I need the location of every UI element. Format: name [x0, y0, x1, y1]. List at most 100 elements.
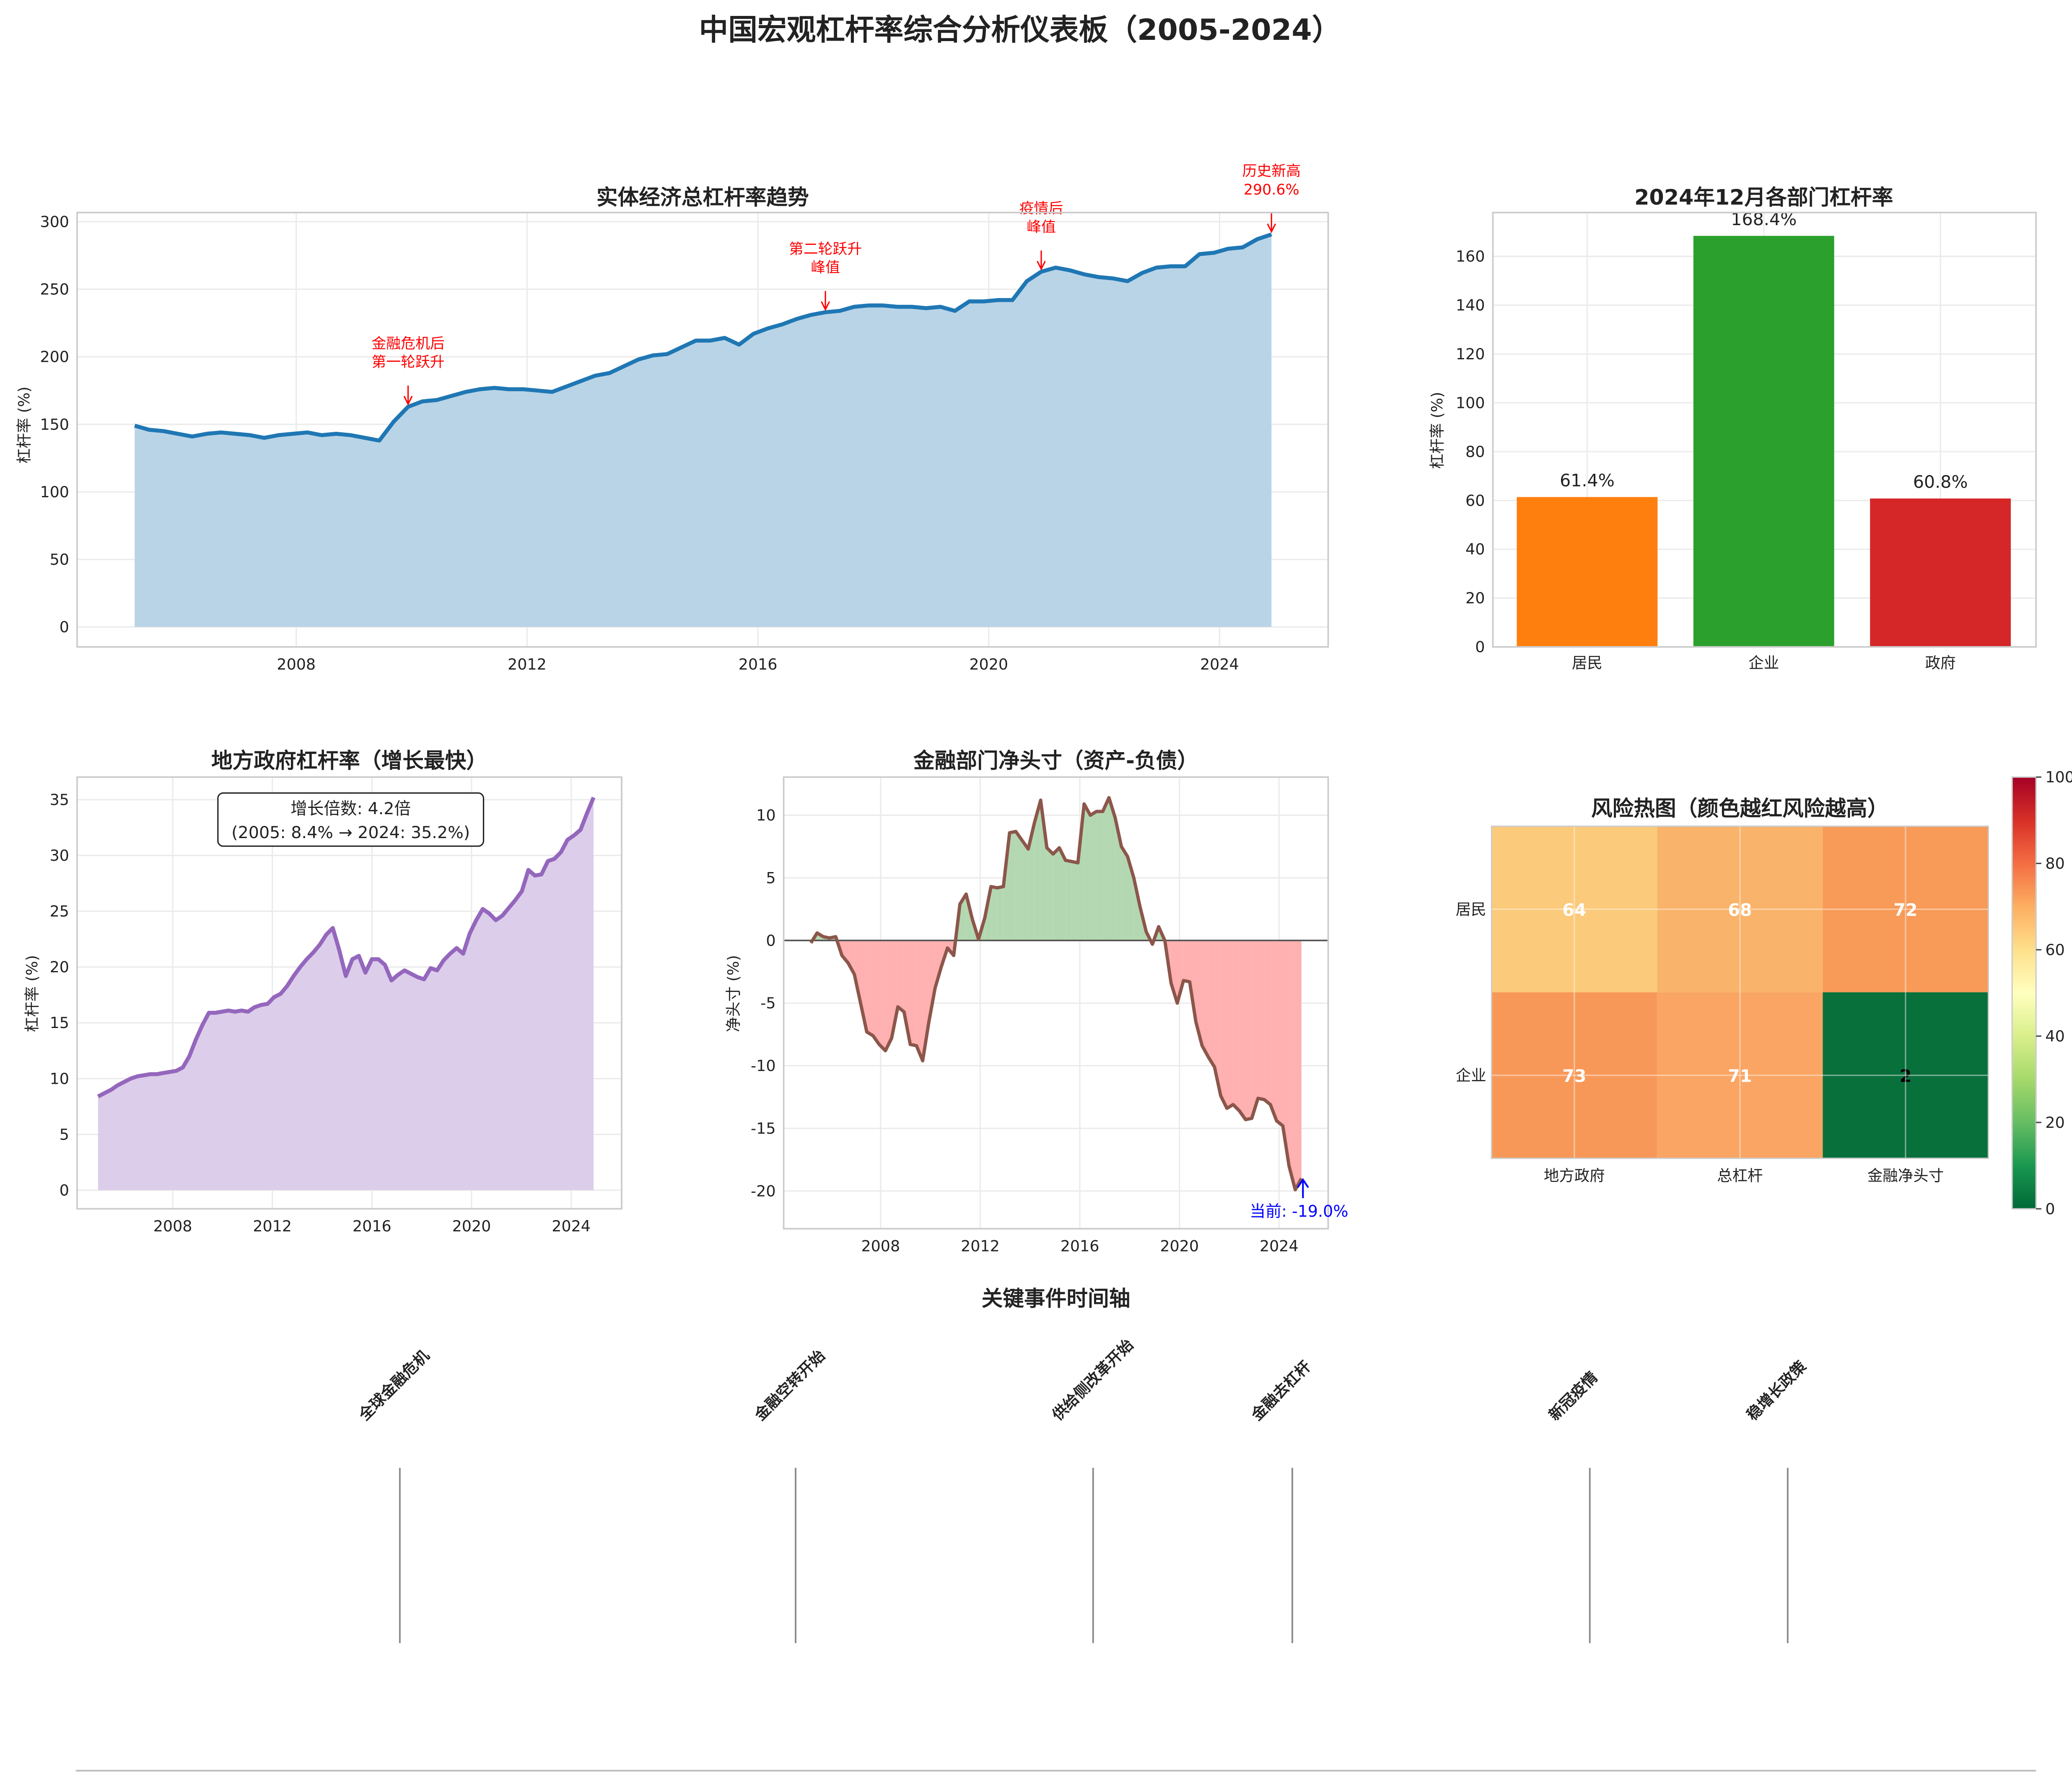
- bar-ytick-label: 100: [1456, 394, 1485, 412]
- net-position-axes-frame: [783, 776, 1329, 1230]
- net-positive-fill: [997, 886, 1004, 941]
- net-position-ylabel: 净头寸 (%): [724, 955, 742, 1032]
- total-xtick-label: 2020: [969, 655, 1008, 673]
- colorbar: [2011, 776, 2037, 1210]
- net-negative-fill: [1221, 940, 1227, 1109]
- net-negative-fill: [848, 940, 855, 974]
- net-ytick-label: 5: [766, 869, 775, 887]
- total-annotation-text: 疫情后: [1019, 200, 1063, 217]
- total-annotation-arrow: [1037, 250, 1046, 271]
- net-position-chart: 金融部门净头寸（资产-负债） 2008 2012 2016 2020 2024 -20 -1…: [724, 748, 1348, 1255]
- timeline-event-label: 金融空转开始: [751, 1347, 829, 1425]
- local-xtick-label: 2012: [253, 1217, 292, 1235]
- total-ytick-label: 250: [40, 280, 69, 299]
- colorbar-tick-label: 100: [2045, 768, 2072, 786]
- net-negative-fill: [1214, 940, 1221, 1096]
- net-positive-fill: [1059, 848, 1066, 941]
- colorbar-tick-label: 80: [2045, 854, 2064, 872]
- total-annotation-text: 第二轮跃升: [789, 241, 862, 257]
- heatmap-cell-value: 64: [1562, 900, 1586, 920]
- bar-ytick-label: 120: [1456, 345, 1485, 363]
- net-positive-fill: [1078, 804, 1084, 941]
- net-ytick-label: 0: [766, 932, 775, 950]
- sector-bar-chart: 2024年12月各部门杠杆率 0 20 40 60 80 100 120 140 160 61.4…: [1428, 185, 2037, 672]
- local-gov-ylabel: 杠杆率 (%): [23, 955, 41, 1032]
- net-negative-fill: [1283, 940, 1289, 1166]
- total-xtick-label: 2008: [277, 655, 316, 673]
- local-ytick-label: 0: [60, 1181, 69, 1199]
- net-positive-fill: [1115, 818, 1122, 941]
- total-annotation-arrow: [403, 385, 413, 406]
- colorbar-tick-label: 20: [2045, 1114, 2064, 1132]
- growth-annotation-box: 增长倍数: 4.2倍 (2005: 8.4% → 2024: 35.2%): [217, 792, 485, 847]
- bar-ytick-label: 60: [1465, 491, 1485, 509]
- net-negative-fill: [1289, 940, 1295, 1190]
- heatmap-cell: [1657, 992, 1823, 1158]
- net-negative-fill: [1295, 940, 1302, 1190]
- net-ytick-label: -20: [751, 1182, 775, 1200]
- risk-heatmap-title: 风险热图（颜色越红风险越高）: [1591, 796, 1889, 820]
- net-line: [809, 796, 1303, 1192]
- net-positive-fill: [1096, 811, 1103, 941]
- colorbar-tick-label: 40: [2045, 1027, 2064, 1045]
- bar-ytick-label: 80: [1465, 443, 1485, 461]
- net-positive-fill: [1084, 804, 1091, 941]
- net-positive-fill: [1090, 811, 1097, 941]
- net-xtick-label: 2008: [861, 1237, 900, 1255]
- local-ytick-label: 35: [50, 791, 69, 809]
- net-negative-fill: [1276, 940, 1283, 1126]
- local-xtick-label: 2024: [552, 1217, 591, 1235]
- net-positive-fill: [1009, 831, 1016, 941]
- bar-category-label: 政府: [1925, 654, 1956, 672]
- heatmap-cell-value: 68: [1728, 900, 1752, 920]
- bar-category-label: 企业: [1748, 654, 1779, 672]
- total-xtick-label: 2016: [739, 655, 778, 673]
- net-positive-fill: [1022, 840, 1028, 941]
- total-xtick-label: 2012: [508, 655, 547, 673]
- net-negative-fill: [1208, 940, 1215, 1067]
- local-ytick-label: 30: [50, 846, 69, 865]
- heatmap-col-label: 金融净头寸: [1867, 1167, 1944, 1185]
- heatmap-row-label: 居民: [1456, 900, 1486, 918]
- net-xtick-label: 2016: [1061, 1237, 1100, 1255]
- total-ytick-label: 100: [40, 483, 69, 501]
- heatmap-cell-value: 72: [1893, 900, 1917, 920]
- total-annotation-arrow: [1267, 213, 1276, 234]
- total-annotation-text: 峰值: [811, 260, 840, 276]
- net-positive-fill: [1047, 848, 1053, 941]
- dashboard-title: 中国宏观杠杆率综合分析仪表板（2005-2024）: [699, 13, 1341, 47]
- net-positive-fill: [960, 894, 966, 941]
- total-leverage-axes-frame: [76, 212, 1329, 648]
- net-negative-fill: [935, 940, 941, 988]
- sector-bar-title: 2024年12月各部门杠杆率: [1634, 185, 1893, 210]
- net-positive-fill: [1028, 823, 1035, 941]
- net-xtick-label: 2024: [1260, 1237, 1299, 1255]
- current-value-arrow: [1297, 1178, 1309, 1198]
- growth-multiple-text: 增长倍数: 4.2倍: [290, 799, 411, 818]
- local-area-fill: [98, 797, 594, 1190]
- net-positive-fill: [1121, 846, 1128, 941]
- net-xtick-label: 2012: [961, 1237, 1000, 1255]
- bar-0: [1517, 497, 1658, 647]
- total-annotation-text: 峰值: [1027, 219, 1056, 236]
- timeline-event-label: 全球金融危机: [355, 1346, 433, 1424]
- net-negative-fill: [1233, 940, 1240, 1111]
- bar-ytick-label: 40: [1465, 540, 1485, 558]
- heatmap-col-label: 总杠杆: [1717, 1167, 1763, 1185]
- net-negative-fill: [842, 940, 848, 963]
- net-negative-fill: [916, 940, 923, 1061]
- heatmap-row-label: 企业: [1456, 1066, 1486, 1084]
- heatmap-cell-value: 73: [1562, 1066, 1586, 1086]
- local-ytick-label: 15: [50, 1014, 69, 1032]
- net-ytick-label: 10: [756, 806, 775, 824]
- net-negative-fill: [1264, 940, 1271, 1105]
- net-positive-fill: [1065, 860, 1072, 941]
- net-positive-fill: [1102, 797, 1109, 941]
- net-ytick-label: -15: [751, 1119, 775, 1137]
- net-positive-fill: [1040, 800, 1047, 941]
- net-negative-fill: [873, 940, 879, 1045]
- total-line: [134, 232, 1272, 443]
- timeline-event-label: 新冠疫情: [1545, 1368, 1601, 1424]
